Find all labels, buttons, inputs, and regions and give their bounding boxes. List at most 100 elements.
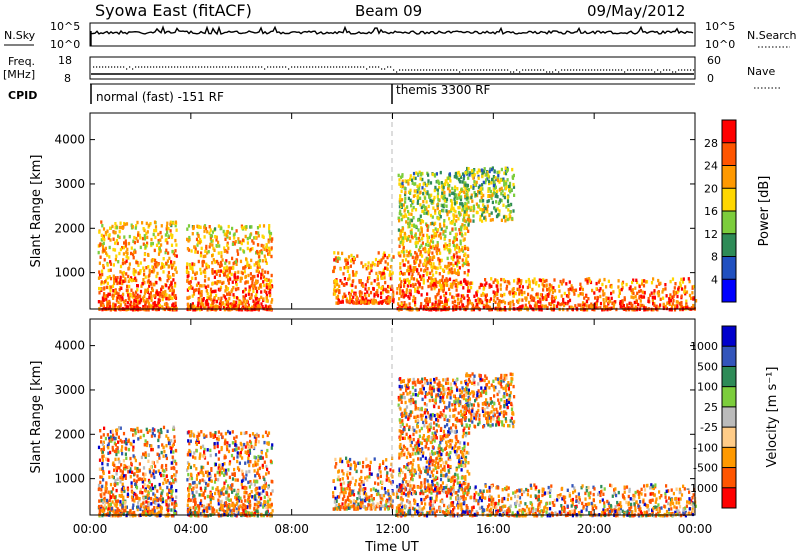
scatter-cell: [494, 293, 497, 297]
scatter-cell: [248, 288, 252, 292]
scatter-cell: [256, 462, 259, 466]
scatter-cell: [472, 219, 475, 223]
nave-tick-low: 0: [707, 72, 714, 85]
scatter-cell: [690, 306, 693, 310]
scatter-cell: [246, 280, 249, 284]
scatter-cell: [431, 256, 434, 260]
scatter-cell: [231, 503, 234, 508]
scatter-cell: [114, 308, 117, 312]
scatter-cell: [123, 235, 126, 239]
scatter-cell: [353, 256, 356, 261]
scatter-cell: [256, 468, 260, 472]
scatter-cell: [409, 239, 412, 243]
scatter-cell: [132, 433, 135, 437]
scatter-cell: [496, 296, 499, 301]
scatter-cell: [506, 195, 509, 199]
scatter-cell: [489, 189, 492, 194]
scatter-cell: [422, 278, 425, 282]
scatter-cell: [107, 446, 110, 450]
scatter-cell: [349, 259, 353, 263]
scatter-cell: [384, 260, 387, 264]
scatter-cell: [114, 222, 117, 226]
scatter-cell: [385, 296, 388, 300]
scatter-cell: [365, 267, 368, 271]
scatter-cell: [216, 259, 219, 264]
scatter-cell: [376, 274, 379, 279]
scatter-cell: [142, 472, 145, 476]
scatter-cell: [109, 289, 112, 293]
scatter-cell: [144, 275, 147, 279]
scatter-cell: [425, 183, 429, 187]
scatter-cell: [262, 503, 265, 507]
scatter-cell: [638, 294, 641, 299]
scatter-cell: [494, 300, 497, 304]
scatter-cell: [414, 233, 417, 238]
scatter-cell: [603, 292, 606, 296]
scatter-cell: [441, 204, 444, 208]
scatter-cell: [170, 484, 173, 489]
scatter-cell: [224, 272, 227, 276]
scatter-cell: [141, 512, 144, 517]
scatter-cell: [238, 300, 241, 305]
scatter-cell: [457, 269, 460, 273]
scatter-cell: [441, 305, 444, 309]
scatter-cell: [209, 431, 212, 436]
scatter-cell: [359, 293, 362, 297]
nsearch-tick-high: 10^5: [705, 20, 735, 33]
scatter-cell: [460, 195, 463, 199]
scatter-cell: [418, 263, 421, 267]
scatter-cell: [97, 487, 100, 492]
scatter-cell: [379, 291, 383, 295]
scatter-cell: [173, 435, 176, 439]
scatter-cell: [610, 306, 613, 310]
scatter-cell: [440, 300, 444, 304]
scatter-cell: [387, 289, 390, 294]
scatter-cell: [402, 239, 405, 243]
scatter-cell: [586, 277, 589, 281]
scatter-cell: [602, 298, 605, 302]
scatter-cell: [455, 175, 458, 179]
scatter-cell: [399, 232, 403, 236]
scatter-cell: [262, 245, 265, 249]
colorbar-tick-label: 28: [704, 137, 718, 150]
scatter-cell: [121, 445, 124, 449]
scatter-cell: [461, 208, 464, 212]
scatter-cell: [102, 281, 105, 285]
scatter-cell: [434, 185, 437, 190]
scatter-cell: [153, 248, 156, 253]
scatter-cell: [145, 289, 148, 293]
scatter-cell: [642, 295, 646, 299]
scatter-cell: [595, 287, 598, 291]
scatter-cell: [99, 429, 102, 433]
scatter-cell: [228, 266, 231, 270]
scatter-cell: [425, 207, 428, 211]
scatter-cell: [418, 238, 421, 243]
scatter-cell: [267, 252, 270, 256]
scatter-cell: [462, 279, 466, 283]
scatter-cell: [109, 435, 112, 439]
scatter-cell: [130, 251, 133, 256]
scatter-cell: [581, 287, 584, 292]
scatter-cell: [154, 225, 158, 229]
scatter-cell: [444, 245, 447, 249]
scatter-cell: [206, 461, 209, 465]
scatter-cell: [217, 269, 220, 273]
scatter-cell: [192, 226, 195, 231]
scatter-cell: [349, 296, 352, 300]
scatter-cell: [498, 170, 501, 174]
scatter-cell: [171, 308, 174, 312]
scatter-cell: [463, 213, 466, 217]
scatter-cell: [151, 286, 154, 290]
scatter-cell: [117, 260, 120, 264]
scatter-cell: [226, 287, 230, 291]
scatter-cell: [494, 176, 497, 180]
scatter-cell: [113, 437, 116, 441]
scatter-cell: [150, 474, 153, 478]
scatter-cell: [446, 248, 449, 252]
scatter-cell: [150, 444, 153, 448]
scatter-cell: [509, 290, 512, 294]
scatter-cell: [221, 487, 224, 491]
scatter-cell: [157, 445, 160, 449]
scatter-cell: [468, 289, 471, 293]
